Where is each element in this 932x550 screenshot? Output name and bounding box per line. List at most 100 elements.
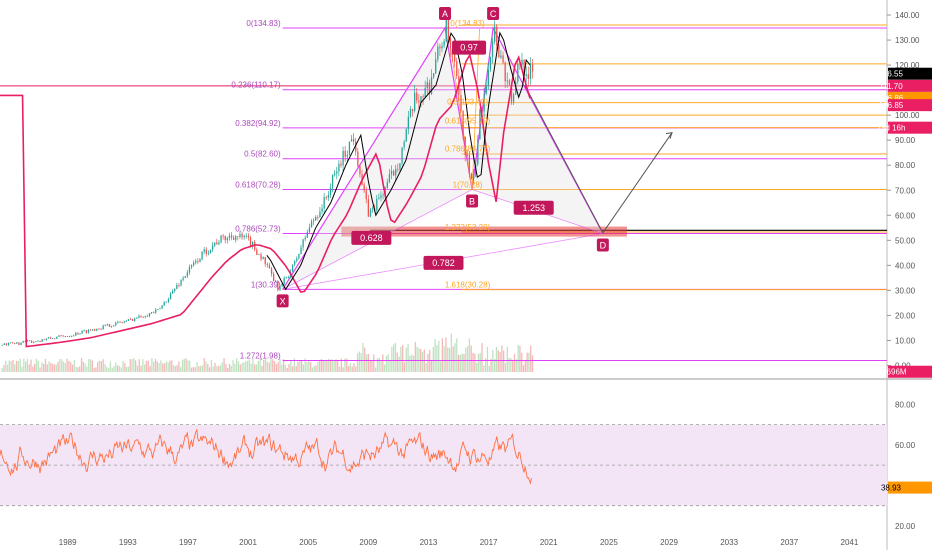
price-tag-label: 116.55 xyxy=(879,70,903,79)
candle-body xyxy=(287,277,290,278)
volume-bar xyxy=(392,344,395,372)
volume-bar xyxy=(411,354,413,372)
volume-bar xyxy=(328,358,330,372)
candle-body xyxy=(359,166,361,175)
volume-bar xyxy=(236,358,238,372)
candle-body xyxy=(140,315,142,317)
volume-bar xyxy=(8,360,11,372)
volume-bar xyxy=(124,363,126,372)
candle-body xyxy=(66,336,69,338)
x-axis-tick: 2009 xyxy=(359,538,377,547)
volume-bar xyxy=(376,358,379,372)
candle-body xyxy=(220,235,222,243)
volume-bar xyxy=(495,346,498,372)
candle-body xyxy=(416,92,418,101)
volume-bar xyxy=(44,358,47,372)
projection-arrow-icon xyxy=(665,132,673,139)
volume-bar xyxy=(456,338,458,372)
candle-body xyxy=(224,235,226,241)
candle-body xyxy=(211,245,214,250)
candle-body xyxy=(460,95,462,111)
volume-bar xyxy=(5,360,7,372)
volume-bar xyxy=(106,366,108,372)
candle-body xyxy=(184,276,186,278)
fib-label-left: 1(30.39) xyxy=(251,280,281,289)
volume-bar xyxy=(234,363,236,372)
volume-bar xyxy=(490,358,492,372)
volume-bar xyxy=(33,363,36,372)
price-axis[interactable]: 1989 1993 1997 2001 2005 2009 2013 2017 2021 2025… xyxy=(59,11,932,547)
price-tag-label: 106.85 xyxy=(879,101,904,110)
candle-body xyxy=(14,343,16,345)
volume-bar xyxy=(311,367,314,372)
candle-body xyxy=(169,293,172,300)
volume-bar xyxy=(430,359,433,372)
volume-bar xyxy=(344,358,346,372)
price-tag-label: 18.696M xyxy=(875,368,906,377)
candle-body xyxy=(411,109,414,111)
candle-body xyxy=(243,235,245,238)
volume-bar xyxy=(259,358,261,372)
candle-body xyxy=(81,330,83,334)
y-axis-tick: 30.00 xyxy=(895,286,916,295)
volume-bar xyxy=(64,362,66,372)
volume-bar xyxy=(201,365,204,372)
volume-bar xyxy=(290,361,292,372)
candle-body xyxy=(26,340,29,342)
volume-bar xyxy=(438,340,440,372)
candle-body xyxy=(357,151,359,167)
volume-bar xyxy=(257,360,259,372)
volume-bar xyxy=(97,361,99,372)
volume-bar xyxy=(35,358,38,372)
candle-body xyxy=(262,257,264,260)
volume-bar xyxy=(275,364,278,372)
candle-body xyxy=(182,277,184,280)
candle-body xyxy=(327,195,330,198)
rsi-value-tag xyxy=(888,481,932,494)
candle-body xyxy=(409,109,412,117)
candle-body xyxy=(56,336,58,339)
x-axis-tick: 2041 xyxy=(841,538,859,547)
candle-body xyxy=(462,110,464,137)
volume-bar xyxy=(100,361,103,372)
candle-body xyxy=(7,342,10,346)
volume-bar xyxy=(135,360,137,372)
candle-body xyxy=(325,197,327,198)
x-axis-tick: 2025 xyxy=(600,538,618,547)
volume-bar xyxy=(180,367,182,372)
volume-bar xyxy=(400,346,402,372)
volume-bar xyxy=(30,359,32,372)
candle-body xyxy=(432,73,435,78)
candle-body xyxy=(218,242,220,245)
volume-bar xyxy=(248,359,250,372)
candle-body xyxy=(58,335,60,337)
volume-bar xyxy=(225,363,227,372)
volume-bar xyxy=(309,362,312,372)
volume-bar xyxy=(479,353,481,372)
volume-bar xyxy=(351,366,353,372)
candle-body xyxy=(317,216,319,218)
volume-bar xyxy=(144,364,146,372)
volume-bar xyxy=(52,363,54,372)
volume-bar xyxy=(1,367,3,372)
candle-body xyxy=(443,40,445,46)
candle-body xyxy=(270,268,273,274)
candle-body xyxy=(47,337,50,339)
pattern-point-badge xyxy=(487,6,500,20)
volume-bar xyxy=(378,357,380,372)
candle-body xyxy=(477,139,479,165)
candle-body xyxy=(352,139,355,142)
volume-bar xyxy=(89,359,92,372)
volume-bar xyxy=(306,362,308,372)
volume-bar xyxy=(70,362,72,372)
candle-body xyxy=(395,168,397,176)
volume-bars xyxy=(1,333,534,372)
volume-bar xyxy=(526,352,528,372)
volume-bar xyxy=(39,367,41,372)
volume-bar xyxy=(59,358,61,372)
candle-body xyxy=(468,154,471,174)
pattern-point-label: B xyxy=(469,197,475,207)
prz-zone xyxy=(341,226,627,237)
volume-bar xyxy=(501,345,503,372)
